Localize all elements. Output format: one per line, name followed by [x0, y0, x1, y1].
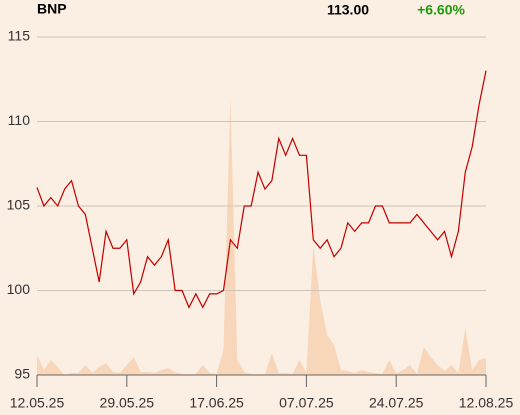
chart-title: BNP [37, 1, 67, 17]
x-tick-label: 12.08.25 [459, 395, 514, 411]
price-line [36, 70, 487, 309]
x-tick-label: 24.07.25 [369, 395, 424, 411]
x-tick-label: 17.06.25 [189, 395, 244, 411]
y-tick-label: 95 [14, 366, 30, 382]
x-tick-label: 29.05.25 [100, 395, 155, 411]
x-tick-label: 07.07.25 [279, 395, 334, 411]
price-change: +6.60% [417, 2, 465, 18]
y-tick-label: 100 [7, 281, 31, 297]
last-price: 113.00 [327, 2, 369, 18]
y-tick-label: 110 [8, 112, 31, 128]
volume-area [37, 97, 486, 375]
x-tick-label: 12.05.25 [10, 395, 65, 411]
y-tick-label: 105 [7, 197, 31, 213]
y-tick-label: 115 [8, 28, 31, 44]
